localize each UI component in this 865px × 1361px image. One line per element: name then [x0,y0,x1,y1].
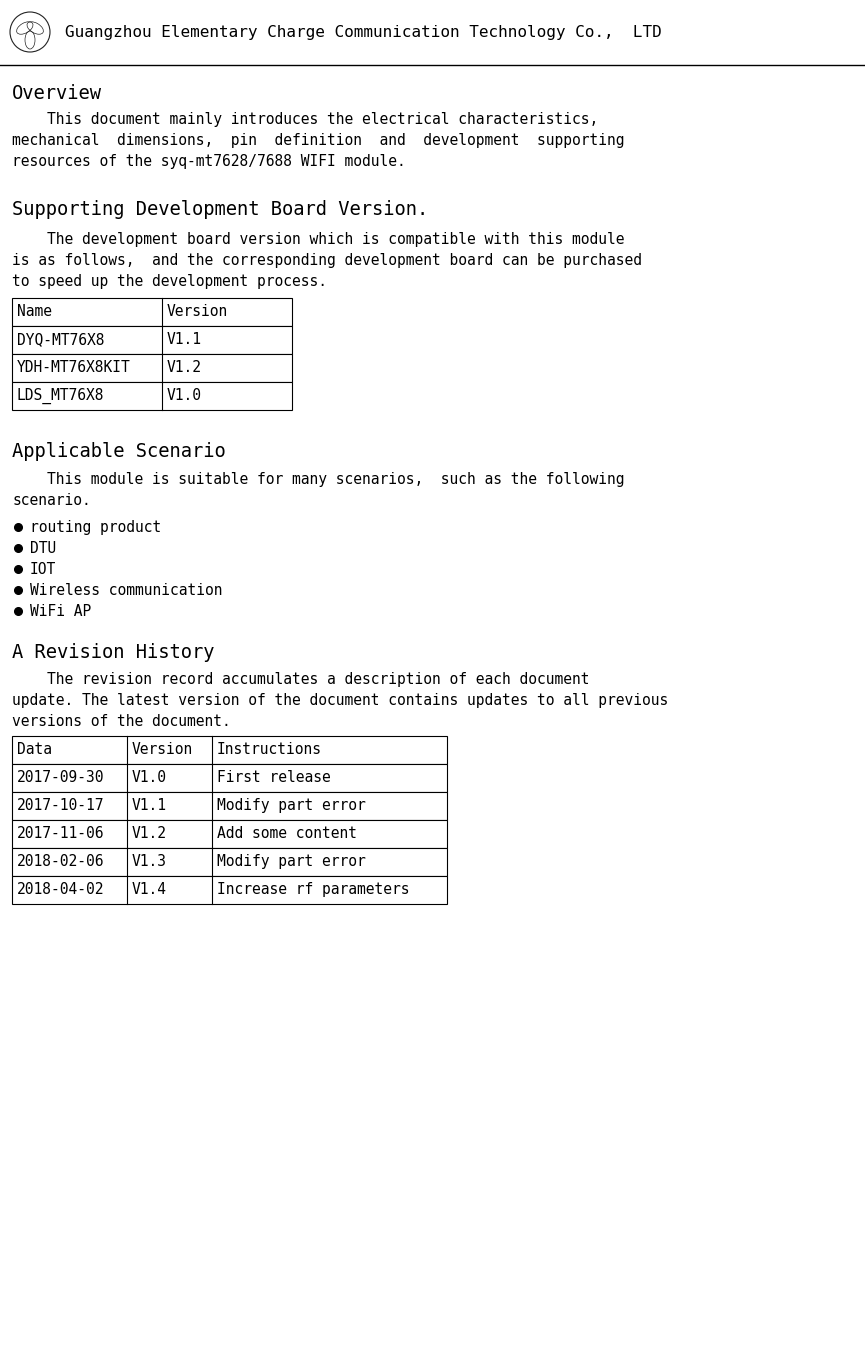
Text: is as follows,  and the corresponding development board can be purchased: is as follows, and the corresponding dev… [12,253,642,268]
Bar [12,354,292,382]
Text: Modify part error: Modify part error [217,853,366,870]
Text: Guangzhou Elementary Charge Communication Technology Co.,  LTD: Guangzhou Elementary Charge Communicatio… [65,24,662,39]
Text: V1.2: V1.2 [132,826,167,841]
Text: Data: Data [17,742,52,757]
Text: Add some content: Add some content [217,826,357,841]
Text: 2017-10-17: 2017-10-17 [17,798,105,813]
Bar [12,327,292,354]
Bar [12,764,447,792]
Text: First release: First release [217,770,330,785]
Text: Modify part error: Modify part error [217,798,366,813]
Text: V1.0: V1.0 [132,770,167,785]
Text: This module is suitable for many scenarios,  such as the following: This module is suitable for many scenari… [12,472,625,487]
Text: V1.4: V1.4 [132,882,167,897]
Text: to speed up the development process.: to speed up the development process. [12,274,327,289]
Bar [12,876,447,904]
Text: Supporting Development Board Version.: Supporting Development Board Version. [12,200,428,219]
Text: versions of the document.: versions of the document. [12,715,231,729]
Text: DYQ-MT76X8: DYQ-MT76X8 [17,332,105,347]
Text: IOT: IOT [30,562,56,577]
Bar [12,382,292,410]
Text: Increase rf parameters: Increase rf parameters [217,882,409,897]
Text: scenario.: scenario. [12,493,91,508]
Text: LDS_MT76X8: LDS_MT76X8 [17,388,105,404]
Text: 2017-09-30: 2017-09-30 [17,770,105,785]
Text: 2018-04-02: 2018-04-02 [17,882,105,897]
Text: V1.3: V1.3 [132,853,167,870]
Text: Wireless communication: Wireless communication [30,583,222,597]
Text: 2018-02-06: 2018-02-06 [17,853,105,870]
Text: Version: Version [132,742,193,757]
Text: routing product: routing product [30,520,161,535]
Bar [12,848,447,876]
Text: Name: Name [17,304,52,318]
Text: V1.2: V1.2 [167,361,202,376]
Text: The revision record accumulates a description of each document: The revision record accumulates a descri… [12,672,590,687]
Text: mechanical  dimensions,  pin  definition  and  development  supporting: mechanical dimensions, pin definition an… [12,133,625,148]
Text: V1.1: V1.1 [132,798,167,813]
Text: Version: Version [167,304,228,318]
Text: 2017-11-06: 2017-11-06 [17,826,105,841]
Text: This document mainly introduces the electrical characteristics,: This document mainly introduces the elec… [12,112,599,127]
Text: DTU: DTU [30,542,56,557]
Text: Instructions: Instructions [217,742,322,757]
Text: A Revision History: A Revision History [12,642,215,661]
Text: Applicable Scenario: Applicable Scenario [12,442,226,461]
Text: V1.0: V1.0 [167,388,202,403]
Text: resources of the syq-mt7628/7688 WIFI module.: resources of the syq-mt7628/7688 WIFI mo… [12,154,406,169]
Text: The development board version which is compatible with this module: The development board version which is c… [12,231,625,246]
Bar [12,298,292,327]
Text: update. The latest version of the document contains updates to all previous: update. The latest version of the docume… [12,693,669,708]
Bar [12,819,447,848]
Bar [12,736,447,764]
Text: WiFi AP: WiFi AP [30,604,91,619]
Text: V1.1: V1.1 [167,332,202,347]
Text: YDH-MT76X8KIT: YDH-MT76X8KIT [17,361,131,376]
Bar [12,792,447,819]
Text: Overview: Overview [12,84,102,103]
